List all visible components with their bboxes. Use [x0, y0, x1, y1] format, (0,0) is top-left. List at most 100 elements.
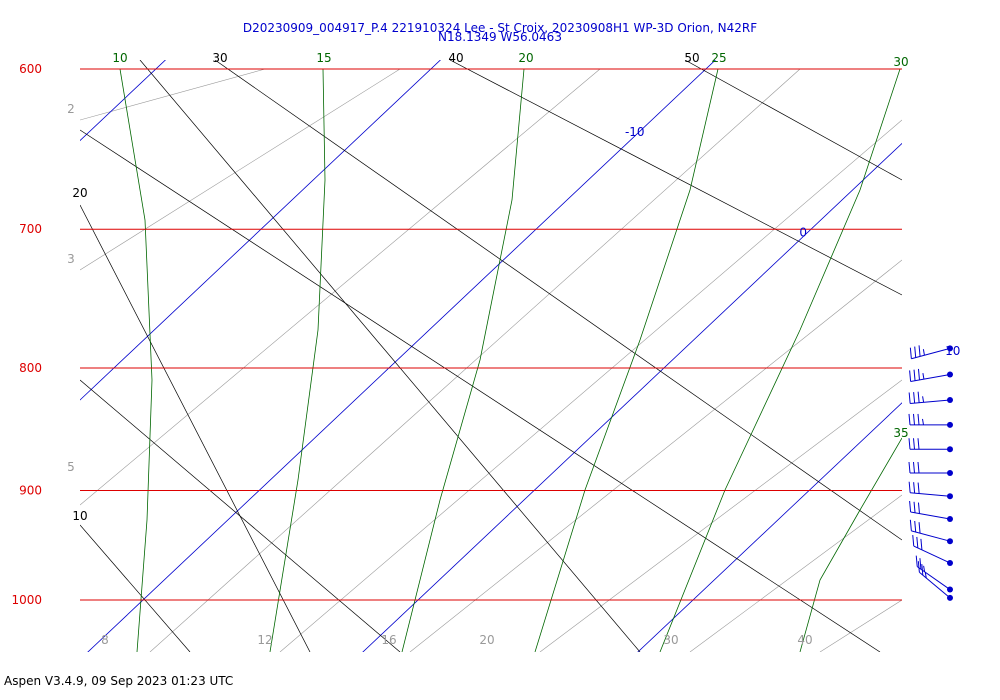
mixing-ratio-line [80, 68, 401, 271]
dry-adiabat-label: 30 [212, 51, 227, 65]
wind-barb-flag [922, 373, 925, 380]
wind-barb-shaft [910, 399, 951, 405]
wind-barb-flag [913, 482, 916, 494]
wind-barb-shaft [919, 571, 951, 599]
wind-barb-flag [918, 522, 921, 534]
pressure-label: 900 [19, 483, 42, 497]
wind-barb-flag [908, 481, 911, 493]
wind-barb-flag [913, 461, 915, 474]
moist-adiabat-line [799, 437, 902, 652]
moist-adiabat-line [659, 68, 901, 652]
isotherm-line [87, 60, 716, 652]
software-version-footer: Aspen V3.4.9, 09 Sep 2023 01:23 UTC [4, 674, 234, 688]
mixing-ratio-label: 2 [67, 102, 75, 116]
isotherm-line [362, 142, 902, 652]
isotherm-line [637, 402, 902, 652]
wind-barb [909, 519, 953, 545]
wind-barb-flag [916, 536, 919, 549]
isotherm-line [80, 60, 166, 142]
wind-barb [917, 561, 953, 601]
wind-barb-shaft [913, 545, 951, 564]
dry-adiabat-label: 10 [72, 509, 87, 523]
dry-adiabat-label: 20 [72, 186, 87, 200]
moist-adiabat-label: 25 [711, 51, 726, 65]
mixing-ratio-line [819, 599, 902, 652]
mixing-ratio-line [689, 494, 902, 652]
wind-barb-flag [917, 561, 920, 573]
mixing-ratio-line [149, 68, 801, 652]
wind-barb-flag [917, 368, 920, 380]
wind-barb-flag [913, 438, 915, 450]
mixing-ratio-label: 30 [663, 633, 678, 647]
wind-barb-flag [908, 461, 911, 474]
wind-barb-flag [908, 438, 911, 450]
moist-adiabat-line [401, 68, 525, 652]
wind-barb-flag [913, 392, 916, 404]
mixing-ratio-line [80, 68, 266, 121]
wind-barb-flag [917, 413, 920, 425]
isotherm-label: 0 [799, 226, 807, 240]
wind-barb-flag [923, 565, 926, 572]
mixing-ratio-label: 40 [797, 633, 812, 647]
wind-barb-shaft [910, 374, 951, 382]
dry-adiabat-line [449, 60, 902, 296]
mixing-ratio-label: 8 [101, 633, 109, 647]
isotherm-label: 10 [945, 344, 960, 358]
mixing-ratio-label: 12 [257, 633, 272, 647]
wind-barb [908, 461, 953, 477]
wind-barb-flag [909, 370, 912, 382]
wind-barb-flag [913, 501, 916, 513]
wind-barb-flag [917, 391, 920, 403]
wind-barb-flag [913, 369, 916, 381]
wind-barb [908, 391, 953, 405]
wind-barb-flag [913, 413, 915, 425]
mixing-ratio-label: 20 [479, 633, 494, 647]
wind-barb-flag [908, 413, 911, 425]
mixing-ratio-line [279, 119, 902, 652]
dry-adiabat-line [80, 379, 401, 652]
wind-barb-flag [908, 392, 911, 404]
dry-adiabat-line [684, 60, 902, 181]
isotherm-line [80, 60, 441, 401]
pressure-label: 800 [19, 361, 42, 375]
isotherm-label: -10 [625, 125, 645, 139]
wind-barb-flag [917, 461, 920, 474]
moist-adiabat-line [269, 68, 326, 652]
wind-barb-flag [917, 482, 920, 494]
moist-adiabat-label: 30 [893, 55, 908, 69]
chart-title: D20230909_004917_P.4 221910324 Lee - St … [242, 21, 758, 35]
wind-barb [908, 481, 953, 500]
wind-barb [908, 438, 953, 453]
wind-barb-flag [914, 346, 917, 358]
mixing-ratio-line [539, 379, 902, 652]
wind-barb-flag [915, 555, 918, 567]
wind-barb [909, 345, 953, 360]
moist-adiabat-label: 15 [316, 51, 331, 65]
wind-barb-shaft [911, 347, 951, 360]
wind-barb-flag [917, 438, 920, 450]
moist-adiabat-label: 20 [518, 51, 533, 65]
wind-barb-flag [920, 538, 923, 550]
wind-barb-flag [909, 500, 912, 513]
wind-barb [909, 368, 953, 382]
wind-barb-flag [909, 519, 912, 531]
dewpoint-profile-line [982, 315, 1000, 606]
mixing-ratio-label: 3 [67, 252, 75, 266]
pressure-label: 1000 [11, 593, 42, 607]
pressure-label: 700 [19, 222, 42, 236]
chart-subtitle: N18.1349 W56.0463 [438, 30, 562, 44]
wind-barb-flag [919, 558, 922, 570]
mixing-ratio-label: 16 [381, 633, 396, 647]
moist-adiabat-label: 35 [893, 426, 908, 440]
wind-barb-flag [909, 347, 912, 359]
wind-barb-flag [922, 418, 924, 426]
dry-adiabat-label: 50 [684, 51, 699, 65]
dry-adiabat-label: 40 [448, 51, 463, 65]
moist-adiabat-line [534, 68, 719, 652]
pressure-label: 600 [19, 62, 42, 76]
dry-adiabat-line [214, 60, 902, 541]
wind-barb [909, 500, 953, 522]
dry-adiabat-line [80, 524, 191, 652]
dry-adiabat-line [80, 204, 311, 652]
